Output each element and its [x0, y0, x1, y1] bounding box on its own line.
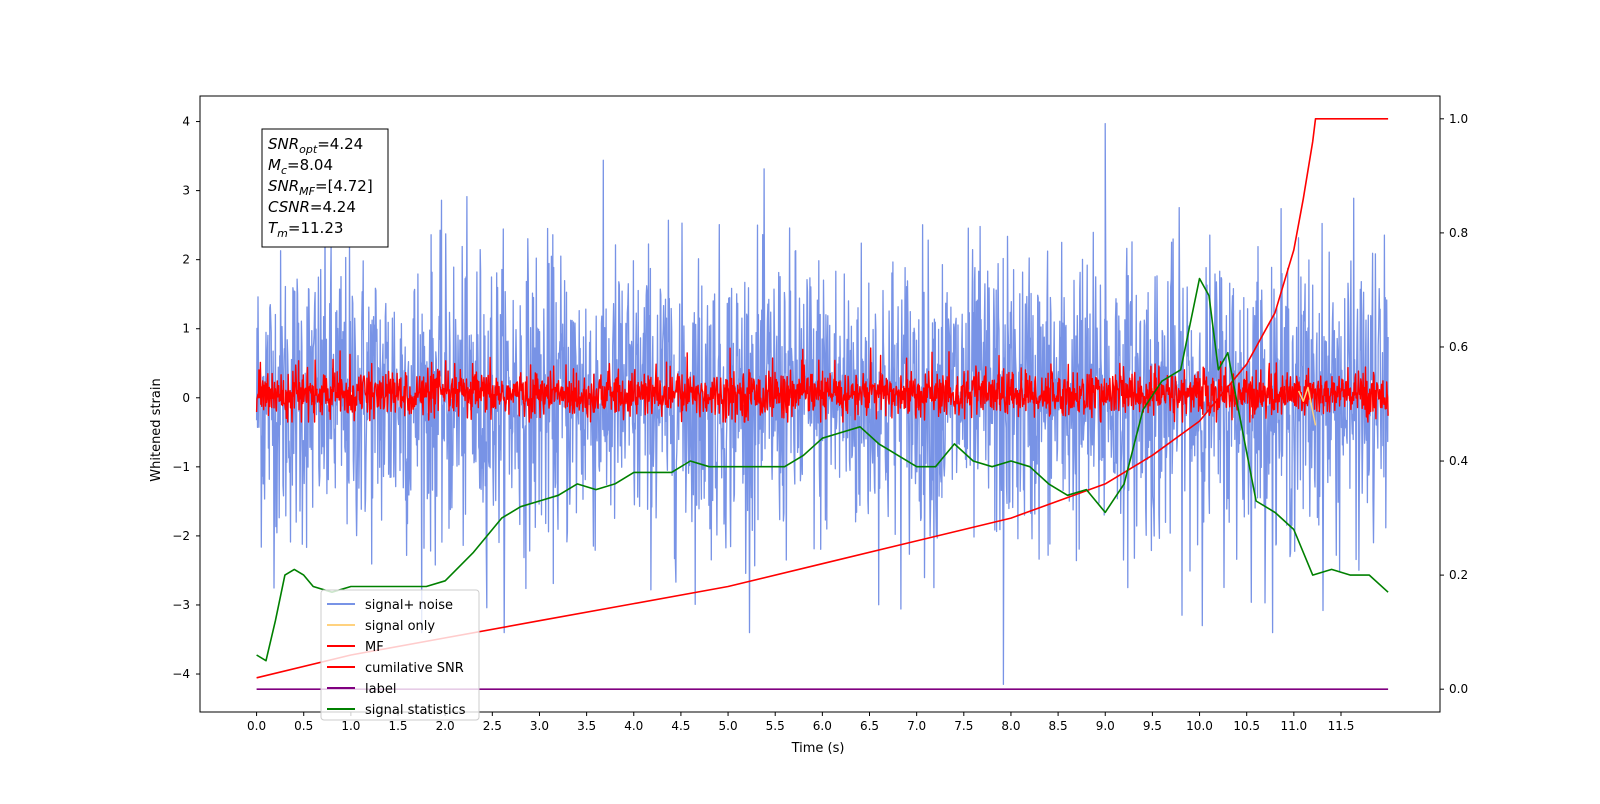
series-signal-only-line	[1297, 386, 1317, 426]
x-tick-label: 1.5	[388, 719, 407, 733]
x-axis-label: Time (s)	[791, 741, 845, 756]
legend-label: label	[365, 682, 396, 697]
annotation-line: Mc=8.04	[268, 156, 333, 177]
x-tick-label: 10.0	[1186, 719, 1213, 733]
x-tick-label: 3.0	[530, 719, 549, 733]
legend-label: signal+ noise	[365, 598, 453, 613]
legend-label: signal only	[365, 619, 435, 634]
y2-tick-label: 1.0	[1449, 112, 1468, 126]
legend-label: cumilative SNR	[365, 661, 464, 676]
y-tick-label: 1	[182, 322, 190, 336]
y-tick-label: −2	[172, 529, 190, 543]
y-tick-label: 2	[182, 253, 190, 267]
legend-frame	[320, 589, 480, 721]
y-axis-label: Whitened strain	[149, 378, 164, 481]
annotation-line: SNRMF=[4.72]	[268, 177, 373, 198]
x-tick-label: 11.5	[1328, 719, 1355, 733]
annotation-line: SNRopt=4.24	[268, 135, 363, 156]
y2-tick-label: 0.2	[1449, 568, 1468, 582]
y2-tick-label: 0.4	[1449, 454, 1468, 468]
y-tick-label: −3	[172, 598, 190, 612]
x-tick-label: 0.5	[294, 719, 313, 733]
x-tick-label: 8.0	[1001, 719, 1020, 733]
y-tick-label: 3	[182, 184, 190, 198]
annotation-line: CSNR=4.24	[268, 198, 356, 216]
plot-frame	[199, 95, 1441, 713]
x-tick-label: 5.0	[719, 719, 738, 733]
x-tick-label: 6.0	[813, 719, 832, 733]
legend: signal+ noise signal only MF cumilative SNR…	[320, 589, 480, 721]
y-tick-label: 4	[182, 115, 190, 129]
x-tick-label: 4.5	[671, 719, 690, 733]
legend-label: MF	[365, 640, 384, 655]
series-mf-line	[255, 347, 1389, 423]
x-tick-label: 10.5	[1233, 719, 1260, 733]
axis-layer: 0.0 0.5 1.0 1.5 2.0 2.5 3.0 3.5 4.0 4.5 5.0 5.5 6.0 6…	[172, 112, 1468, 733]
x-tick-label: 0.0	[247, 719, 266, 733]
series-signal-statistics-line	[256, 277, 1389, 662]
x-tick-label: 9.0	[1096, 719, 1115, 733]
x-tick-label: 6.5	[860, 719, 879, 733]
x-tick-label: 2.0	[436, 719, 455, 733]
y-tick-label: −4	[172, 667, 190, 681]
x-tick-label: 8.5	[1049, 719, 1068, 733]
y2-tick-label: 0.6	[1449, 340, 1468, 354]
annotation-line: Tm=11.23	[268, 219, 343, 240]
x-tick-label: 7.0	[907, 719, 926, 733]
y-tick-label: −1	[172, 460, 190, 474]
x-tick-label: 9.5	[1143, 719, 1162, 733]
x-tick-label: 2.5	[483, 719, 502, 733]
legend-label: signal statistics	[365, 703, 466, 718]
y2-tick-label: 0.0	[1449, 682, 1468, 696]
x-tick-label: 1.0	[341, 719, 360, 733]
y-tick-label: 0	[182, 391, 190, 405]
x-tick-label: 5.5	[766, 719, 785, 733]
x-tick-label: 11.0	[1280, 719, 1307, 733]
x-tick-label: 7.5	[954, 719, 973, 733]
series-layer	[255, 118, 1389, 691]
x-tick-label: 4.0	[624, 719, 643, 733]
y2-tick-label: 0.8	[1449, 226, 1468, 240]
annotation-frame	[261, 128, 389, 248]
series-cumilative-snr-line	[256, 118, 1389, 679]
x-tick-label: 3.5	[577, 719, 596, 733]
